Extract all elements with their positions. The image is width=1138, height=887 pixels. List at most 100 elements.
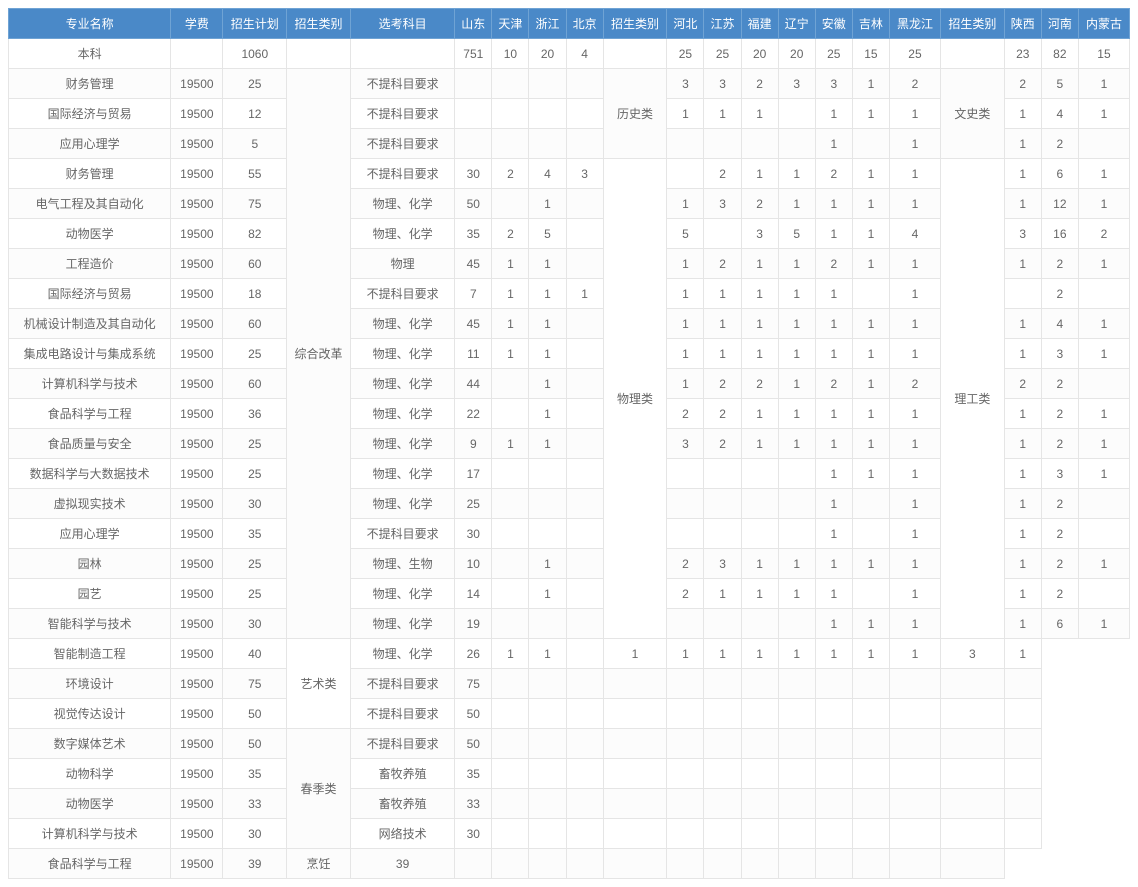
province-val bbox=[852, 579, 889, 609]
province-val: 1 bbox=[889, 189, 940, 219]
province-val: 1 bbox=[852, 219, 889, 249]
province-val: 1 bbox=[815, 309, 852, 339]
province-val bbox=[815, 849, 852, 879]
major-name: 智能科学与技术 bbox=[9, 609, 171, 639]
province-val bbox=[603, 699, 667, 729]
province-val: 2 bbox=[492, 219, 529, 249]
province-val: 1 bbox=[852, 339, 889, 369]
province-val: 1 bbox=[1078, 429, 1129, 459]
province-val bbox=[1004, 669, 1041, 699]
province-val: 3 bbox=[815, 69, 852, 99]
tuition: 19500 bbox=[171, 309, 223, 339]
province-val: 1 bbox=[852, 309, 889, 339]
province-val bbox=[566, 69, 603, 99]
major-name: 应用心理学 bbox=[9, 129, 171, 159]
plan-count: 50 bbox=[223, 699, 287, 729]
province-val bbox=[566, 489, 603, 519]
province-val bbox=[889, 759, 940, 789]
major-name: 计算机科学与技术 bbox=[9, 819, 171, 849]
province-val: 1 bbox=[529, 279, 566, 309]
province-val: 1 bbox=[1078, 99, 1129, 129]
major-name: 园林 bbox=[9, 549, 171, 579]
province-val bbox=[704, 819, 741, 849]
tuition: 19500 bbox=[171, 519, 223, 549]
province-val: 30 bbox=[455, 519, 492, 549]
tuition: 19500 bbox=[171, 129, 223, 159]
province-val bbox=[566, 819, 603, 849]
major-name: 食品科学与工程 bbox=[9, 399, 171, 429]
province-val: 2 bbox=[667, 399, 704, 429]
plan-count: 30 bbox=[223, 609, 287, 639]
province-val bbox=[940, 789, 1004, 819]
plan-count: 40 bbox=[223, 639, 287, 669]
province-val: 1 bbox=[1004, 609, 1041, 639]
category-1 bbox=[287, 39, 351, 69]
table-row: 数字媒体艺术1950050春季类不提科目要求50 bbox=[9, 729, 1130, 759]
province-val: 1 bbox=[1078, 399, 1129, 429]
tuition: 19500 bbox=[171, 789, 223, 819]
tuition: 19500 bbox=[171, 579, 223, 609]
province-val bbox=[852, 519, 889, 549]
province-val: 1 bbox=[889, 249, 940, 279]
province-val: 4 bbox=[529, 159, 566, 189]
province-val: 1 bbox=[529, 399, 566, 429]
province-val: 25 bbox=[889, 39, 940, 69]
province-val: 1 bbox=[815, 219, 852, 249]
province-val bbox=[492, 69, 529, 99]
province-val: 1 bbox=[704, 339, 741, 369]
province-val bbox=[778, 129, 815, 159]
province-val: 1 bbox=[1004, 129, 1041, 159]
tuition: 19500 bbox=[171, 549, 223, 579]
province-val: 1 bbox=[1004, 99, 1041, 129]
enrollment-table: 专业名称学费招生计划招生类别选考科目山东天津浙江北京招生类别河北江苏福建辽宁安徽… bbox=[8, 8, 1130, 879]
province-val: 1 bbox=[1078, 159, 1129, 189]
province-val: 1 bbox=[1078, 69, 1129, 99]
province-val: 2 bbox=[1041, 489, 1078, 519]
province-val: 25 bbox=[667, 39, 704, 69]
province-val: 1 bbox=[603, 639, 667, 669]
province-val: 1 bbox=[852, 609, 889, 639]
province-val: 1 bbox=[529, 339, 566, 369]
col-header: 招生计划 bbox=[223, 9, 287, 39]
province-val: 3 bbox=[704, 189, 741, 219]
exam-subject: 物理 bbox=[350, 249, 454, 279]
province-val: 1 bbox=[815, 489, 852, 519]
province-val: 2 bbox=[815, 159, 852, 189]
plan-count: 25 bbox=[223, 579, 287, 609]
province-val bbox=[778, 789, 815, 819]
category-1: 艺术类 bbox=[287, 639, 351, 729]
province-val bbox=[566, 579, 603, 609]
province-val bbox=[704, 609, 741, 639]
province-val bbox=[566, 249, 603, 279]
province-val: 1 bbox=[1004, 459, 1041, 489]
major-name: 国际经济与贸易 bbox=[9, 279, 171, 309]
major-name: 数据科学与大数据技术 bbox=[9, 459, 171, 489]
province-val: 1 bbox=[889, 639, 940, 669]
province-val bbox=[667, 729, 704, 759]
province-val bbox=[667, 159, 704, 189]
province-val: 44 bbox=[455, 369, 492, 399]
province-val bbox=[704, 129, 741, 159]
province-val: 1 bbox=[852, 189, 889, 219]
province-val bbox=[778, 699, 815, 729]
province-val: 1 bbox=[815, 459, 852, 489]
province-val bbox=[603, 849, 667, 879]
province-val: 1 bbox=[741, 639, 778, 669]
province-val bbox=[603, 789, 667, 819]
province-val bbox=[1004, 279, 1041, 309]
province-val: 10 bbox=[492, 39, 529, 69]
province-val: 25 bbox=[455, 489, 492, 519]
exam-subject: 畜牧养殖 bbox=[350, 789, 454, 819]
province-val bbox=[566, 729, 603, 759]
major-name: 机械设计制造及其自动化 bbox=[9, 309, 171, 339]
province-val: 3 bbox=[667, 429, 704, 459]
province-val: 1 bbox=[667, 249, 704, 279]
province-val bbox=[741, 459, 778, 489]
province-val: 1 bbox=[492, 639, 529, 669]
province-val: 1 bbox=[815, 189, 852, 219]
province-val: 2 bbox=[1041, 279, 1078, 309]
major-name: 智能制造工程 bbox=[9, 639, 171, 669]
province-val: 1 bbox=[889, 519, 940, 549]
exam-subject: 物理、化学 bbox=[350, 369, 454, 399]
province-val: 2 bbox=[667, 549, 704, 579]
